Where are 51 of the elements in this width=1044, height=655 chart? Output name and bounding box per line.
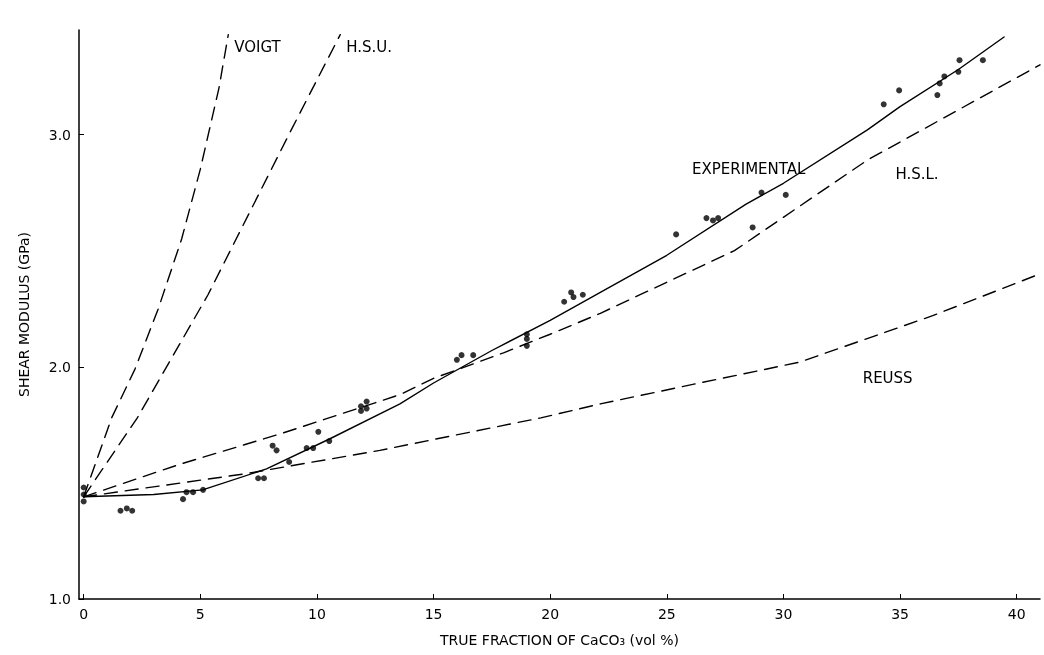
- point: [269, 442, 276, 449]
- point: [568, 289, 575, 296]
- point: [703, 215, 710, 222]
- series-label: H.S.L.: [895, 165, 939, 184]
- point: [979, 57, 986, 64]
- series-label: EXPERIMENTAL: [692, 160, 807, 179]
- point: [453, 356, 460, 363]
- point: [880, 101, 887, 108]
- point: [570, 294, 577, 301]
- x-tick-label: 20: [541, 606, 560, 622]
- point: [934, 92, 941, 99]
- point: [123, 505, 130, 512]
- point: [286, 458, 293, 465]
- point: [715, 215, 722, 222]
- x-axis-title: TRUE FRACTION OF CaCO₃ (vol %): [439, 632, 679, 648]
- x-tick-label: 10: [308, 606, 326, 622]
- point: [561, 298, 568, 305]
- point: [470, 352, 477, 359]
- point: [709, 217, 716, 224]
- x-tick-label: 5: [195, 606, 205, 622]
- point: [673, 231, 680, 238]
- y-tick-label: 1.0: [48, 591, 71, 607]
- series-label: VOIGT: [234, 37, 282, 56]
- point: [358, 407, 364, 414]
- x-tick-label: 35: [891, 606, 909, 622]
- point: [80, 498, 87, 505]
- point: [749, 224, 756, 231]
- point: [315, 428, 322, 435]
- point: [255, 475, 262, 482]
- x-tick-label: 30: [774, 606, 793, 622]
- point: [896, 87, 903, 94]
- point: [180, 496, 187, 503]
- point: [782, 191, 789, 198]
- series-label: H.S.U.: [346, 37, 393, 56]
- y-tick-label: 3.0: [48, 126, 71, 143]
- point: [579, 291, 586, 298]
- point: [117, 507, 124, 514]
- point: [363, 398, 370, 405]
- point: [956, 57, 963, 64]
- point: [273, 447, 280, 454]
- x-tick-label: 0: [79, 606, 89, 622]
- x-tick-label: 15: [424, 606, 443, 622]
- y-tick-label: 2.0: [48, 358, 71, 375]
- x-tick-label: 25: [657, 606, 676, 622]
- point: [523, 335, 530, 342]
- point: [458, 352, 465, 359]
- point: [260, 475, 267, 482]
- x-tick-label: 40: [1007, 606, 1026, 622]
- point: [129, 507, 136, 514]
- series-label: REUSS: [862, 368, 913, 387]
- y-axis-title: SHEAR MODULUS (GPa): [16, 232, 32, 397]
